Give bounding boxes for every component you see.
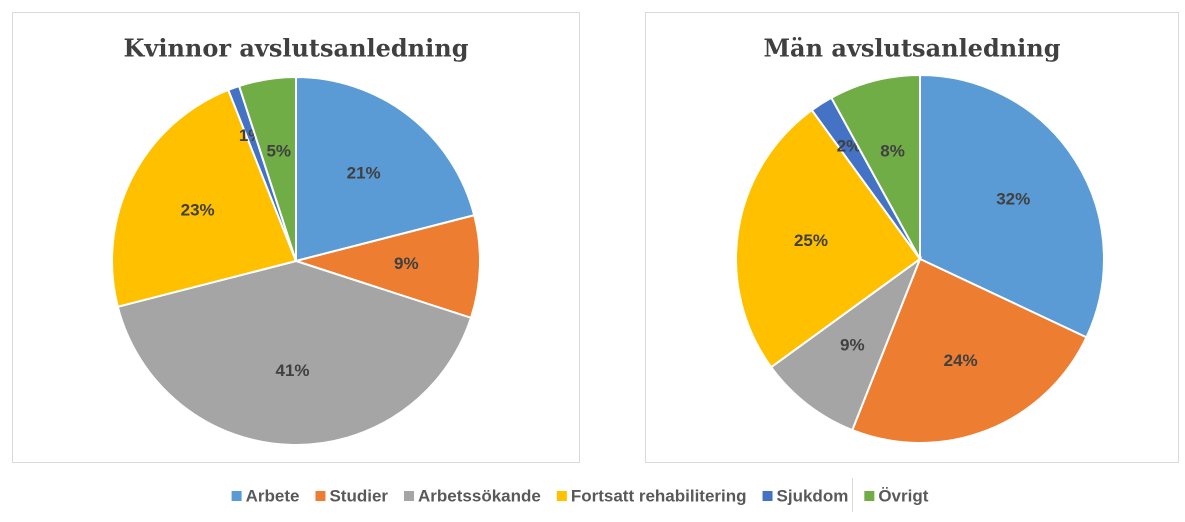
- legend-swatch: [556, 491, 567, 501]
- pie-slice: [735, 108, 922, 369]
- data-label: 9%: [840, 336, 865, 355]
- data-label: 41%: [276, 361, 310, 380]
- pie-slice: [116, 259, 473, 446]
- legend-label: Arbetssökande: [418, 486, 541, 505]
- pie-slice: [295, 75, 476, 263]
- legend-swatch: [762, 491, 773, 501]
- legend-swatch: [315, 491, 326, 501]
- data-label: 24%: [944, 351, 978, 370]
- legend-label: Sjukdom: [777, 486, 849, 505]
- pie-slice: [829, 73, 921, 260]
- legend-label: Studier: [329, 486, 388, 505]
- legend-swatch: [404, 491, 415, 501]
- data-label: 25%: [794, 231, 828, 250]
- data-label: 32%: [996, 189, 1030, 208]
- legend-swatch: [231, 491, 242, 501]
- data-label: 5%: [266, 141, 291, 160]
- chart-title: Kvinnor avslutsanledning: [124, 34, 469, 63]
- legend-label: Arbete: [246, 486, 300, 505]
- chart-title: Män avslutsanledning: [763, 34, 1060, 63]
- data-label: 9%: [394, 254, 419, 273]
- pie-slice: [292, 214, 481, 320]
- legend-label: Övrigt: [878, 486, 928, 505]
- pie-slice: [850, 257, 1088, 444]
- data-label: 21%: [347, 163, 381, 182]
- legend-swatch: [864, 491, 875, 501]
- legend-label: Fortsatt rehabilitering: [571, 486, 747, 505]
- pie-slice: [919, 73, 1105, 339]
- data-label: 23%: [181, 200, 215, 219]
- pie-slice: [111, 88, 298, 308]
- pie-slice: [237, 75, 297, 262]
- data-label: 8%: [880, 142, 905, 161]
- pie-slice: [769, 256, 923, 432]
